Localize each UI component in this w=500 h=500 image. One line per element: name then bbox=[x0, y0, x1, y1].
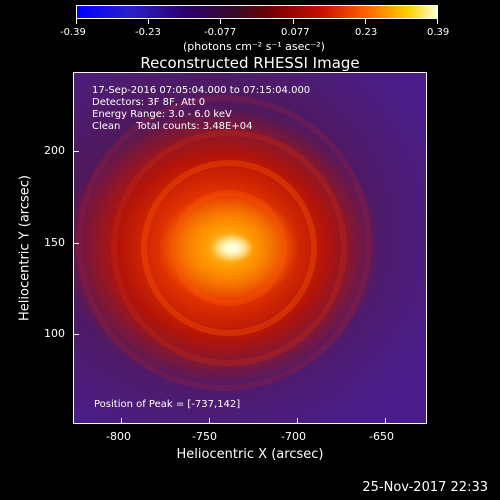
colorbar-tick bbox=[293, 19, 294, 24]
y-axis-label: Heliocentric Y (arcsec) bbox=[17, 175, 33, 321]
x-tick-mark bbox=[297, 418, 298, 424]
ripple-ring bbox=[171, 190, 287, 306]
colorbar-label-1: -0.39 bbox=[60, 27, 86, 38]
colorbar-label-5: 0.23 bbox=[355, 27, 378, 38]
colorbar-tick bbox=[365, 19, 366, 24]
emission-ripples bbox=[76, 95, 372, 391]
image-title: Reconstructed RHESSI Image bbox=[140, 54, 360, 72]
colorbar-tick bbox=[76, 19, 77, 24]
colorbar-units: (photons cm⁻² s⁻¹ asec⁻²) bbox=[183, 40, 325, 53]
detectors-info: Detectors: 3F 8F, Att 0 bbox=[92, 97, 206, 108]
rhessi-image: 17-Sep-2016 07:05:04.000 to 07:15:04.000… bbox=[73, 72, 427, 424]
x-tick-label: -700 bbox=[281, 430, 306, 443]
x-axis-label: Heliocentric X (arcsec) bbox=[176, 447, 324, 462]
x-tick-mark bbox=[121, 418, 122, 424]
peak-position: Position of Peak = [-737,142] bbox=[94, 399, 241, 410]
x-tick-label: -650 bbox=[369, 430, 394, 443]
ripple-ring bbox=[141, 160, 317, 336]
x-tick-mark bbox=[385, 418, 386, 424]
y-tick-label: 100 bbox=[44, 327, 65, 340]
time-range: 17-Sep-2016 07:05:04.000 to 07:15:04.000 bbox=[92, 85, 311, 96]
x-tick-mark bbox=[209, 418, 210, 424]
energy-range: Energy Range: 3.0 - 6.0 keV bbox=[92, 109, 232, 120]
colorbar-label-6: 0.39 bbox=[427, 27, 450, 38]
colorbar-tick bbox=[220, 19, 221, 24]
colorbar-label-2: -0.23 bbox=[135, 27, 161, 38]
y-tick-mark bbox=[73, 334, 79, 335]
x-tick-label: -750 bbox=[192, 430, 217, 443]
y-tick-label: 200 bbox=[44, 144, 65, 157]
y-tick-label: 150 bbox=[44, 236, 65, 249]
generation-timestamp: 25-Nov-2017 22:33 bbox=[362, 480, 488, 495]
ripple-ring bbox=[111, 130, 347, 366]
ripple-ring bbox=[76, 95, 372, 391]
colorbar bbox=[76, 5, 438, 19]
colorbar-tick bbox=[437, 19, 438, 24]
x-tick-label: -800 bbox=[106, 430, 131, 443]
clean-counts: Clean Total counts: 3.48E+04 bbox=[92, 121, 253, 132]
colorbar-label-3: -0.077 bbox=[204, 27, 237, 38]
colorbar-tick bbox=[148, 19, 149, 24]
y-tick-mark bbox=[73, 243, 79, 244]
colorbar-label-4: 0.077 bbox=[281, 27, 310, 38]
y-tick-mark bbox=[73, 151, 79, 152]
